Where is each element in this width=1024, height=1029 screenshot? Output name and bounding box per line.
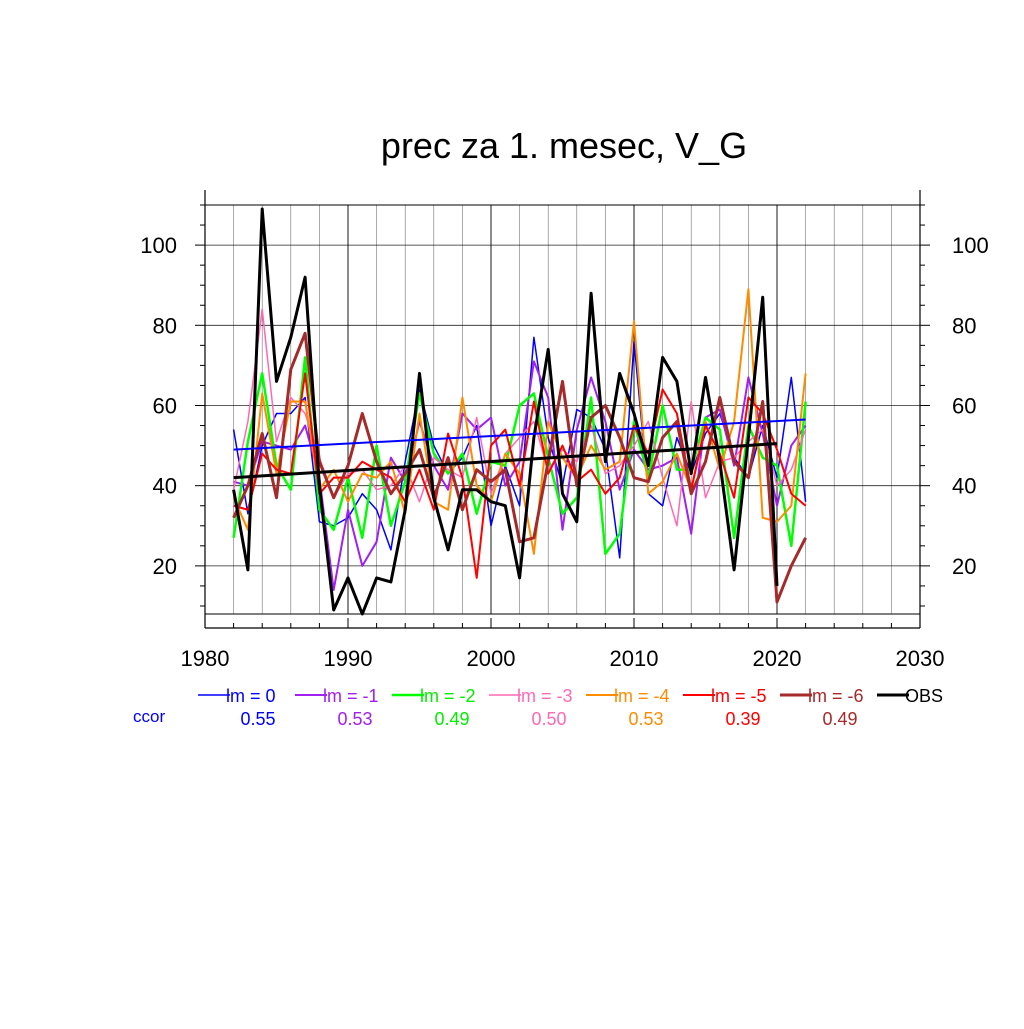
- trend-line: [233, 418, 806, 451]
- x-tick-label: 2030: [896, 646, 945, 671]
- series-line: [232, 207, 779, 616]
- ccor-value: 0.50: [531, 709, 566, 729]
- series-line: [233, 360, 807, 591]
- x-tick-label: 2010: [610, 646, 659, 671]
- x-tick-label: 2020: [753, 646, 802, 671]
- series-group: [232, 207, 807, 616]
- ccor-label: ccor: [133, 707, 165, 726]
- trend-lines: [233, 418, 806, 480]
- y-tick-label: 80: [952, 313, 976, 338]
- x-tick-label: 1990: [324, 646, 373, 671]
- series-line: [232, 356, 807, 556]
- ccor-value: 0.55: [240, 709, 275, 729]
- legend-label: lm = -3: [517, 686, 573, 706]
- x-tick-label: 2000: [467, 646, 516, 671]
- legend-label: lm = 0: [226, 686, 276, 706]
- y-tick-label: 20: [153, 554, 177, 579]
- ccor-value: 0.39: [725, 709, 760, 729]
- y-tick-label: 100: [952, 233, 989, 258]
- trend-line: [233, 442, 778, 480]
- y-tick-label: 40: [952, 474, 976, 499]
- legend: lm = 0 0.55 lm = -1 0.53 lm = -2 0.49 lm = -3 0…: [133, 686, 943, 729]
- chart-title: prec za 1. mesec, V_G: [381, 125, 747, 166]
- legend-label: OBS: [905, 686, 943, 706]
- series-line: [232, 331, 807, 604]
- legend-label: lm = -6: [808, 686, 864, 706]
- legend-label: lm = -1: [323, 686, 379, 706]
- legend-label: lm = -4: [614, 686, 670, 706]
- legend-label: lm = -2: [420, 686, 476, 706]
- legend-label: lm = -5: [711, 686, 767, 706]
- y-tick-label: 80: [153, 313, 177, 338]
- ccor-value: 0.49: [822, 709, 857, 729]
- y-tick-label: 60: [153, 393, 177, 418]
- y-tick-label: 60: [952, 393, 976, 418]
- ccor-value: 0.49: [434, 709, 469, 729]
- ccor-value: 0.53: [628, 709, 663, 729]
- y-tick-label: 40: [153, 474, 177, 499]
- x-tick-label: 1980: [181, 646, 230, 671]
- ccor-value: 0.53: [337, 709, 372, 729]
- y-tick-label: 100: [140, 233, 177, 258]
- y-tick-label: 20: [952, 554, 976, 579]
